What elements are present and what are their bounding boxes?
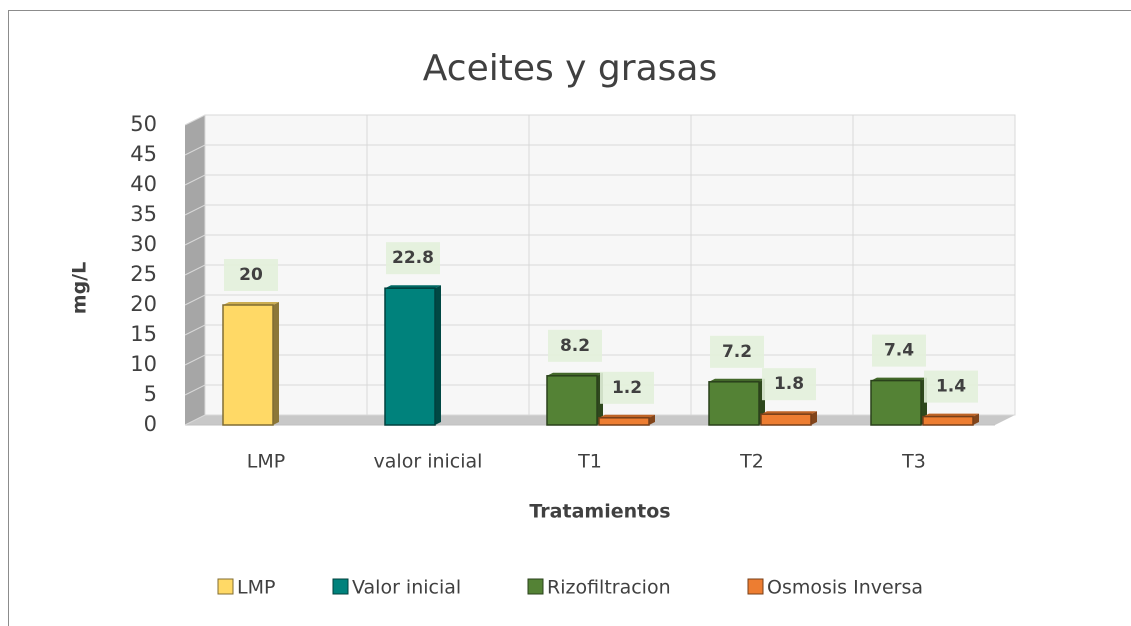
x-tick-label: T3 — [901, 451, 926, 473]
x-axis-label: Tratamientos — [529, 501, 670, 523]
bar-top — [709, 378, 765, 382]
x-tick-label: valor inicial — [374, 451, 483, 473]
data-label: 20 — [239, 265, 263, 285]
bar-top — [923, 413, 979, 417]
y-tick-label: 5 — [144, 382, 157, 406]
grid-line — [184, 264, 1015, 276]
data-label-box — [710, 335, 764, 368]
data-label-box — [924, 370, 978, 403]
grid-line — [184, 234, 1015, 246]
bar-side — [649, 414, 655, 425]
bar — [598, 417, 650, 426]
bar — [922, 415, 974, 426]
data-label: 1.2 — [612, 378, 642, 398]
x-tick-label: T1 — [577, 451, 602, 473]
data-label-box — [224, 259, 278, 291]
y-tick-label: 50 — [130, 112, 157, 136]
grid-line — [184, 294, 1015, 306]
x-tick-label: LMP — [247, 451, 285, 473]
legend-swatch — [217, 578, 234, 595]
y-tick-label: 35 — [130, 202, 157, 226]
data-label: 22.8 — [392, 248, 434, 268]
data-label: 1.4 — [936, 377, 966, 397]
bar-side — [273, 302, 279, 425]
bar — [760, 413, 812, 426]
data-label-box — [548, 329, 602, 362]
grid-line — [184, 324, 1015, 336]
grid-line — [184, 204, 1015, 216]
bar-top — [547, 372, 603, 376]
bar-top — [871, 377, 927, 381]
data-label-box — [600, 371, 654, 404]
data-label: 7.4 — [884, 341, 914, 361]
bar-side — [811, 411, 817, 425]
bar — [384, 287, 436, 426]
bar — [708, 381, 760, 426]
y-tick-label: 30 — [130, 232, 157, 256]
y-tick-label: 40 — [130, 172, 157, 196]
data-label: 1.8 — [774, 374, 804, 394]
data-label: 7.2 — [722, 342, 752, 362]
y-tick-label: 45 — [130, 142, 157, 166]
legend-swatch — [332, 578, 349, 595]
bar-top — [599, 414, 655, 418]
legend-swatch — [527, 578, 544, 595]
data-label-box — [762, 368, 816, 401]
data-label-box — [872, 334, 926, 367]
grid-line — [184, 144, 1015, 156]
bar — [546, 375, 598, 426]
bar — [870, 379, 922, 426]
x-tick-label: T2 — [739, 451, 764, 473]
legend-label: Valor inicial — [352, 577, 461, 599]
y-tick-label: 25 — [130, 262, 157, 286]
y-tick-label: 20 — [130, 292, 157, 316]
y-tick-label: 0 — [144, 412, 157, 436]
chart-title: Aceites y grasas — [423, 48, 717, 89]
data-label-box — [386, 242, 440, 275]
data-label: 8.2 — [560, 336, 590, 356]
grid-line — [184, 114, 1015, 126]
bar — [222, 304, 274, 426]
legend-label: LMP — [237, 577, 275, 599]
legend-swatch — [747, 578, 764, 595]
y-axis-label: mg/L — [69, 262, 91, 314]
grid-line — [184, 174, 1015, 186]
y-tick-label: 15 — [130, 322, 157, 346]
y-tick-label: 10 — [130, 352, 157, 376]
bar-side — [435, 285, 441, 425]
bar-side — [973, 413, 979, 425]
legend-label: Rizofiltracion — [547, 577, 671, 599]
legend-label: Osmosis Inversa — [767, 577, 923, 599]
